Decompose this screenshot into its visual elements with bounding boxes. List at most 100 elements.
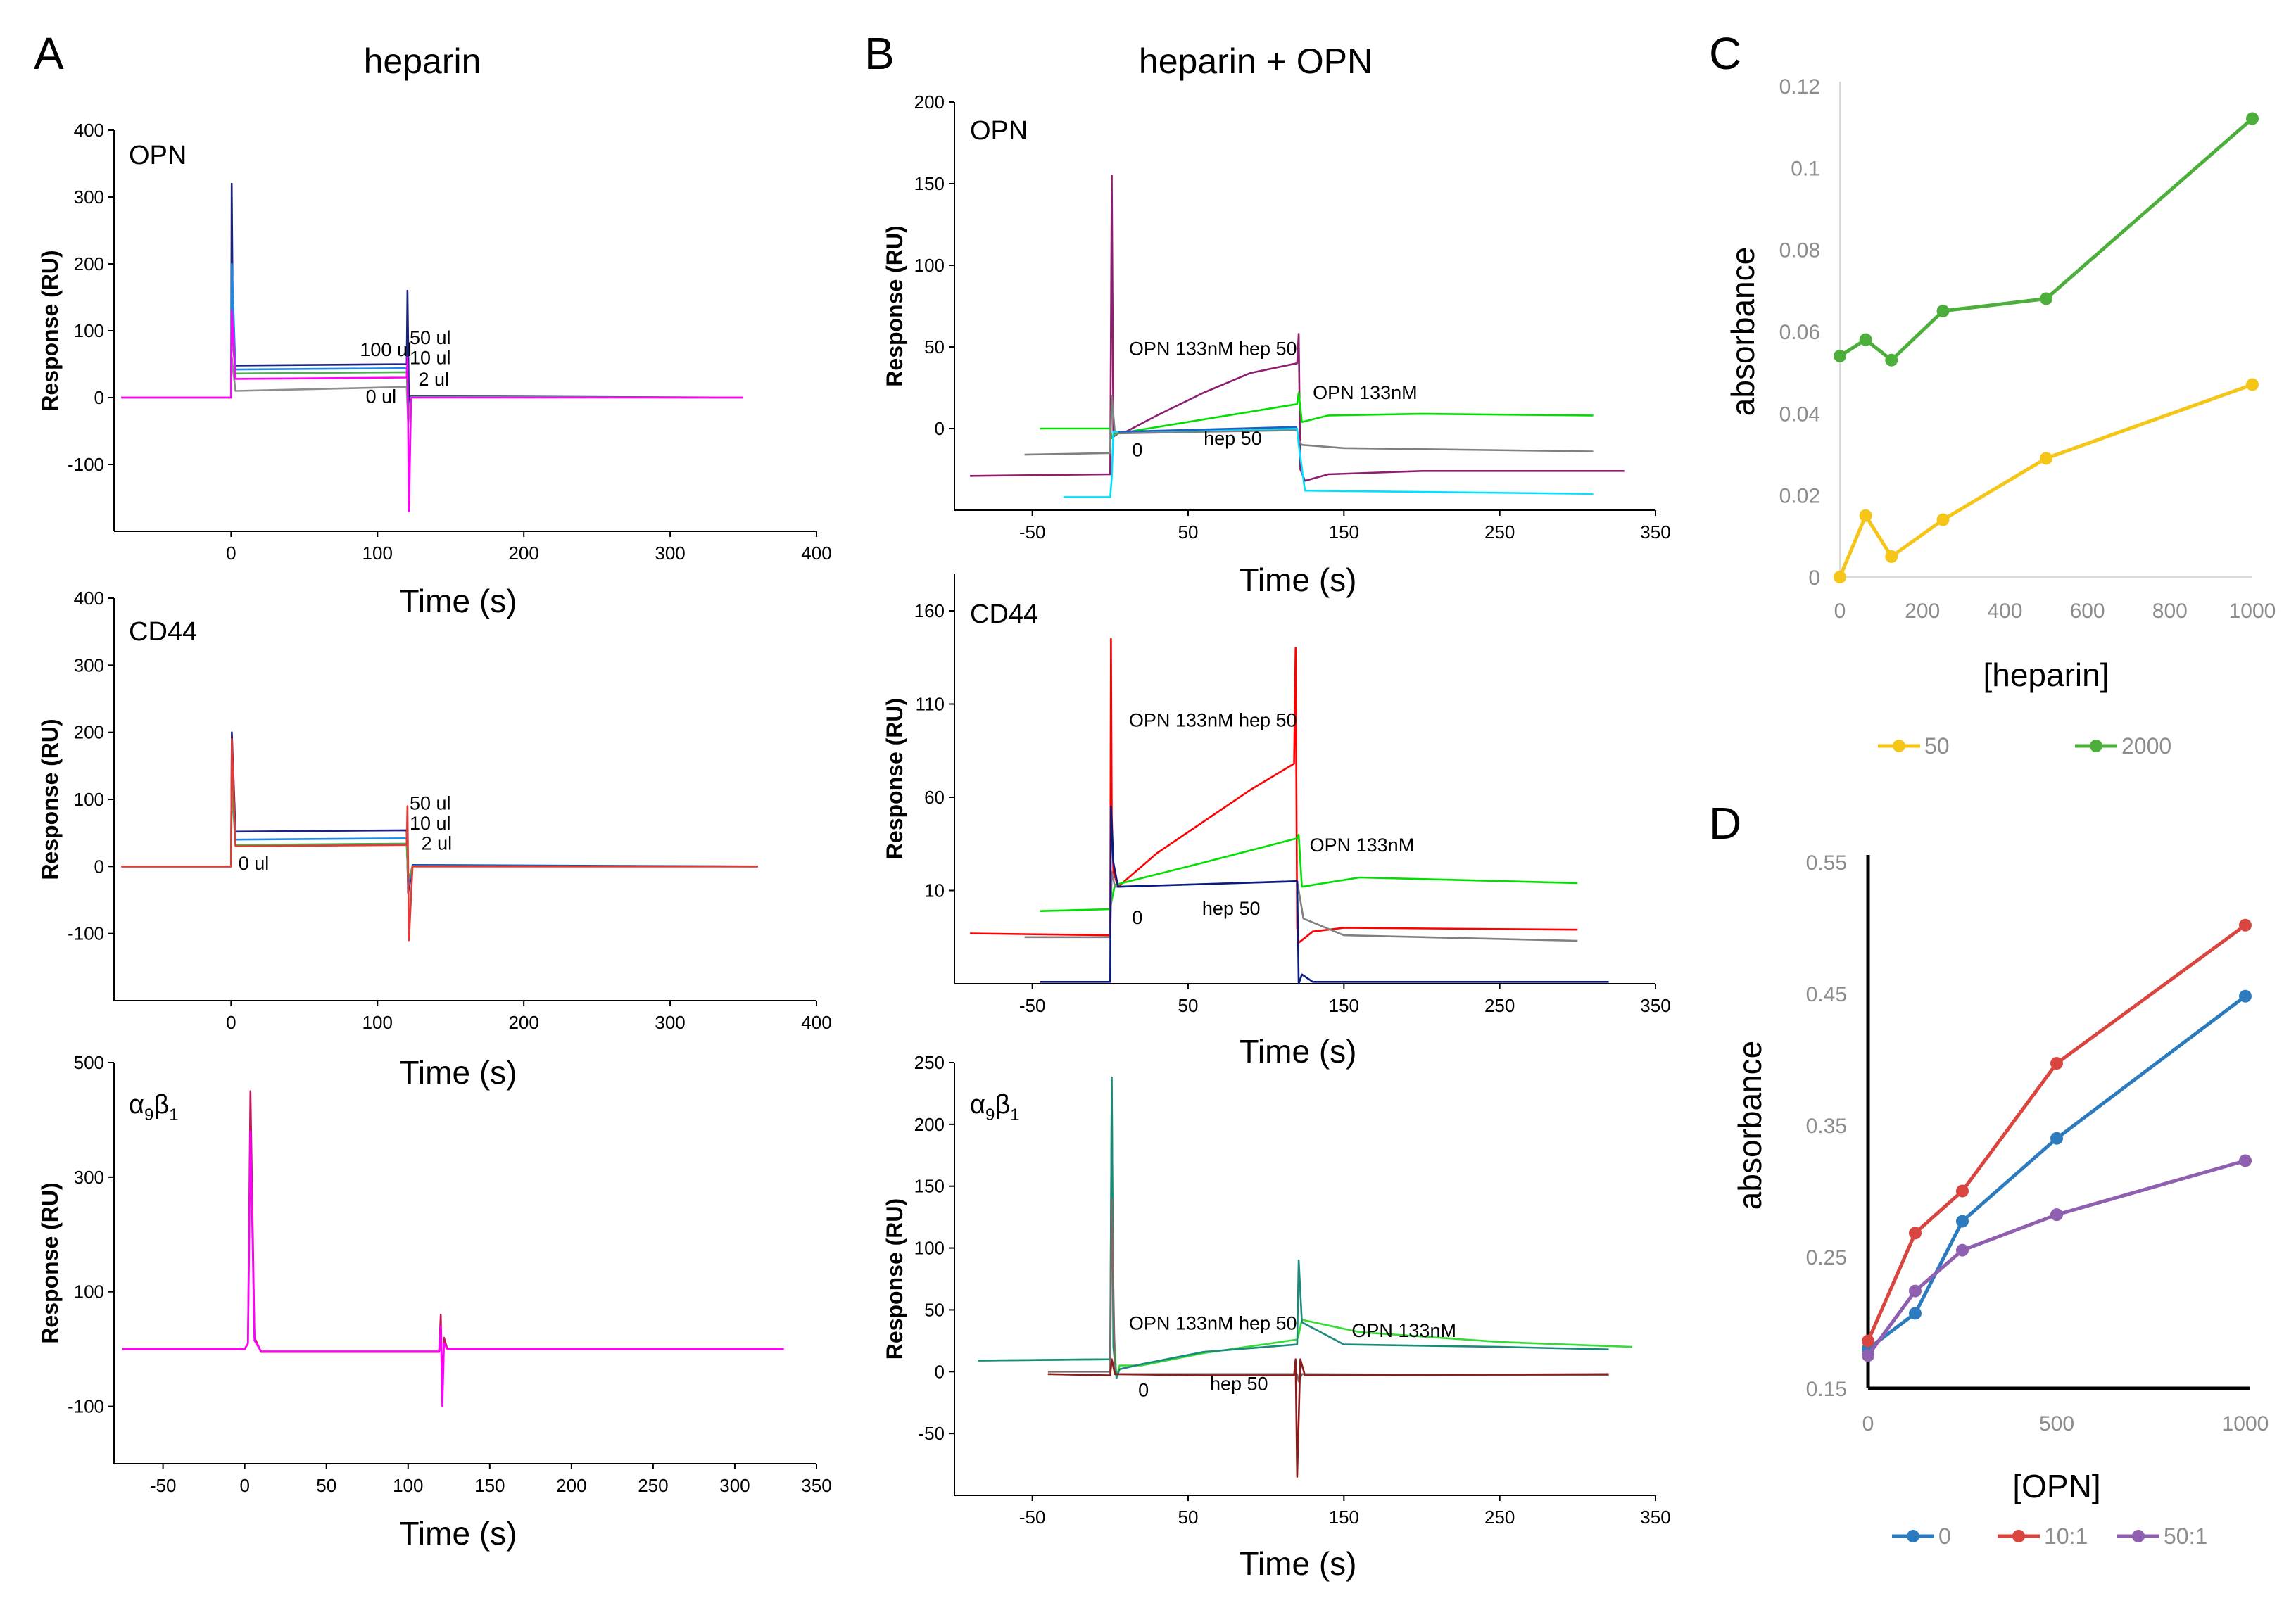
- x-axis-label: Time (s): [400, 583, 517, 619]
- x-tick-label: 250: [1484, 1507, 1515, 1528]
- annotation-10-ul: 10 ul: [410, 348, 451, 369]
- panel-title: α9β1: [970, 1090, 1020, 1124]
- y-tick-label: 50: [924, 1299, 945, 1320]
- annotation-2-ul: 2 ul: [422, 833, 453, 854]
- y-tick-label: 300: [74, 1167, 104, 1188]
- legend-label-2000: 2000: [2121, 733, 2171, 759]
- annotation-hep-50: hep 50: [1210, 1374, 1268, 1395]
- y-tick-label: 200: [74, 253, 104, 274]
- data-point-10-1: [1909, 1227, 1922, 1240]
- y-tick-label: 10: [924, 880, 945, 901]
- series-0: [1063, 427, 1594, 498]
- series-opn-133nm: [978, 1086, 1632, 1379]
- y-tick-label: -100: [68, 923, 104, 944]
- y-tick-label: 0.35: [1806, 1115, 1847, 1138]
- series-50: [1838, 383, 2253, 578]
- annotation-0-ul: 0 ul: [366, 386, 397, 407]
- x-tick-label: 300: [655, 543, 685, 564]
- x-tick-label: -50: [150, 1475, 177, 1496]
- y-tick-label: 0.55: [1806, 851, 1847, 875]
- series-0-ul: [121, 737, 758, 942]
- x-tick-label: 0: [226, 543, 236, 564]
- y-axis-label: absorbance: [1724, 247, 1761, 416]
- x-tick-label: 100: [362, 1012, 393, 1033]
- y-tick-label: 200: [914, 91, 945, 113]
- data-point-2000: [1859, 333, 1872, 346]
- panel-letter-a: A: [34, 28, 64, 79]
- data-point-50: [1936, 513, 1950, 526]
- y-tick-label: 60: [924, 787, 945, 808]
- x-tick-label: 150: [474, 1475, 505, 1496]
- x-tick-label: 350: [1640, 1507, 1670, 1528]
- x-tick-label: 400: [801, 1012, 831, 1033]
- panel-letter-c: C: [1709, 28, 1741, 79]
- chart-b-a9b1: -50 0 50 100 150 200 250 -50 50 150 250 350 Time (s)…: [882, 1052, 1671, 1582]
- legend-label-0: 0: [1938, 1523, 1951, 1549]
- y-tick-label: 200: [914, 1114, 945, 1135]
- annotation-opn-133nm: OPN 133nM: [1351, 1320, 1456, 1341]
- x-tick-label: 0: [1862, 1412, 1874, 1436]
- panel-title: α9β1: [129, 1090, 179, 1124]
- annotation-0: 0: [1132, 439, 1142, 460]
- data-point-0: [2050, 1132, 2063, 1145]
- annotation-2-ul: 2 ul: [418, 369, 449, 390]
- annotation-hep-50: hep 50: [1204, 428, 1262, 449]
- data-point-0: [2239, 989, 2252, 1003]
- x-tick-label: 50: [1178, 521, 1199, 543]
- x-tick-label: 0: [239, 1475, 249, 1496]
- x-tick-label: 250: [638, 1475, 668, 1496]
- y-tick-label: 0.06: [1779, 321, 1820, 344]
- x-axis-label: Time (s): [1240, 1033, 1357, 1070]
- panel-title: OPN: [129, 141, 187, 170]
- chart-a-cd44: -100 0 100 200 300 400 0 100 200 300 400 Time (s) Re…: [37, 588, 832, 1091]
- y-tick-label: 300: [74, 654, 104, 676]
- x-tick-label: 1000: [2229, 600, 2276, 623]
- y-tick-label: 0.08: [1779, 239, 1820, 262]
- y-tick-label: 150: [914, 173, 945, 194]
- x-tick-label: 400: [801, 543, 831, 564]
- x-tick-label: 200: [508, 543, 538, 564]
- y-axis-label: Response (RU): [882, 1198, 907, 1360]
- y-tick-label: 0: [935, 1361, 945, 1382]
- data-point-50-1: [2050, 1208, 2063, 1222]
- legend-marker-2000: [2090, 740, 2102, 752]
- series-opn-133nm-hep-50: [970, 175, 1625, 482]
- x-axis-label: Time (s): [400, 1054, 517, 1091]
- data-point-10-1: [2239, 918, 2252, 932]
- data-point-10-1: [1862, 1334, 1874, 1348]
- data-point-2000: [1885, 353, 1898, 367]
- data-point-50-1: [1909, 1284, 1922, 1298]
- panel-letter-d: D: [1709, 798, 1741, 849]
- y-tick-label: 0.04: [1779, 403, 1820, 426]
- data-point-2000: [1834, 349, 1846, 362]
- y-axis-label: Response (RU): [37, 250, 63, 411]
- y-tick-label: -100: [68, 1396, 104, 1417]
- x-tick-label: 50: [1178, 995, 1199, 1016]
- chart-b-opn: 0 50 100 150 200 -50 50 150 250 350 Time (s) Respon…: [882, 91, 1671, 598]
- data-point-0: [1909, 1307, 1922, 1320]
- series-hep-50: [1047, 1198, 1609, 1383]
- y-tick-label: 100: [74, 320, 104, 341]
- y-tick-label: 250: [914, 1052, 945, 1073]
- x-axis-label: Time (s): [400, 1515, 517, 1552]
- panel-title: CD44: [129, 617, 197, 647]
- data-point-2000: [1936, 304, 1950, 317]
- data-point-2000: [2246, 112, 2259, 125]
- y-tick-label: 150: [914, 1176, 945, 1197]
- annotation-hep-50: hep 50: [1202, 898, 1261, 919]
- series-0: [1040, 806, 1609, 985]
- data-point-50-1: [1956, 1243, 1969, 1257]
- y-tick-label: 100: [914, 1238, 945, 1259]
- x-tick-label: 300: [655, 1012, 685, 1033]
- y-tick-label: 100: [914, 255, 945, 276]
- column-title-b: heparin + OPN: [1139, 42, 1373, 81]
- x-tick-label: 500: [2039, 1412, 2074, 1436]
- y-axis-label: Response (RU): [37, 718, 63, 880]
- x-tick-label: 300: [719, 1475, 750, 1496]
- y-tick-label: 0: [935, 418, 945, 439]
- x-tick-label: 600: [2070, 600, 2105, 623]
- series-opn-133nm: [1040, 833, 1578, 912]
- x-tick-label: 350: [1640, 521, 1670, 543]
- series-blue: [1118, 426, 1297, 433]
